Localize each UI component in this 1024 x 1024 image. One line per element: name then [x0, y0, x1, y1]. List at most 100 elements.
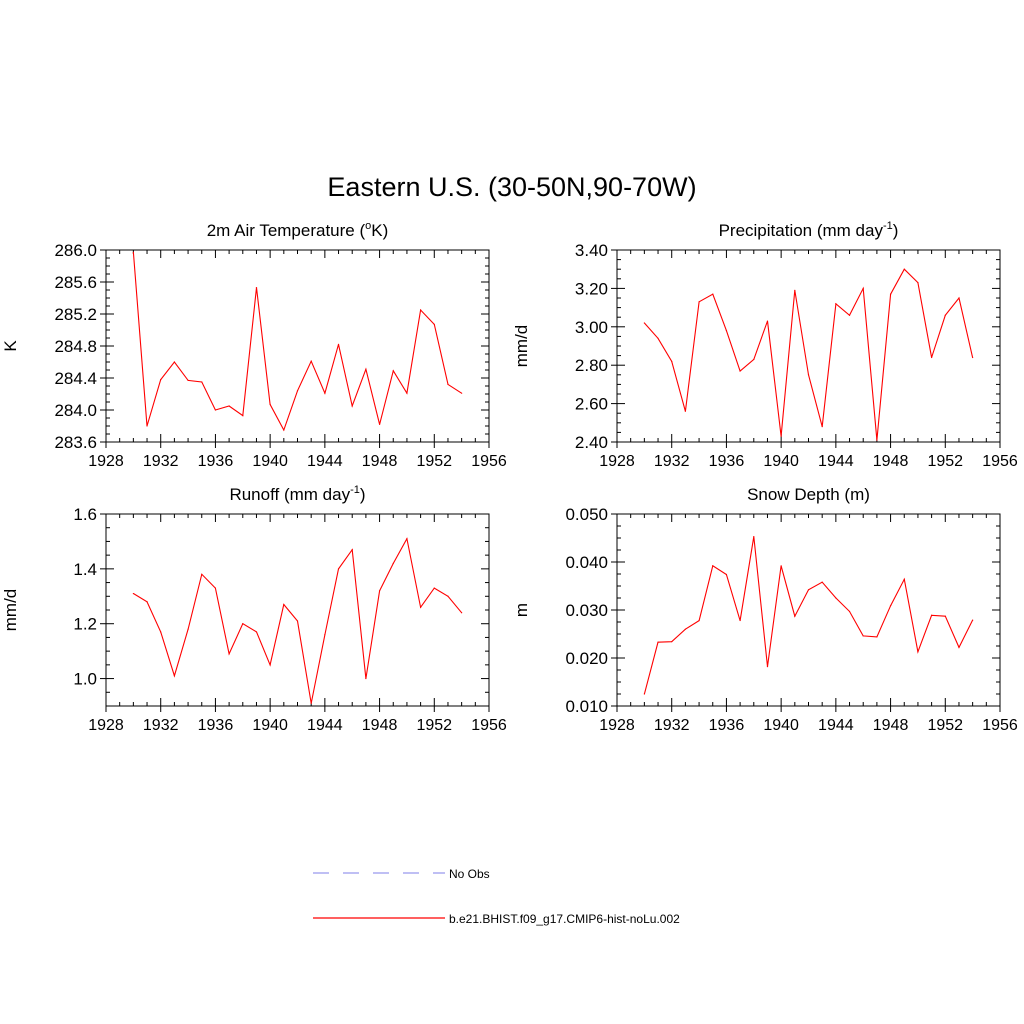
data-point — [132, 592, 134, 595]
data-point — [739, 370, 741, 372]
x-tick-label: 1940 — [252, 717, 288, 734]
y-axis-label: K — [1, 340, 20, 352]
series-line — [643, 268, 974, 441]
y-tick-label: 285.2 — [54, 305, 97, 324]
data-point — [643, 322, 645, 324]
data-point — [146, 425, 148, 427]
data-point — [698, 619, 700, 622]
y-tick-label: 3.00 — [575, 318, 608, 337]
data-point — [337, 568, 340, 570]
x-tick-label: 1928 — [88, 453, 124, 470]
data-point — [917, 282, 919, 284]
data-point — [712, 293, 714, 295]
panel-title-tail: ) — [893, 221, 899, 240]
data-point — [684, 410, 686, 412]
y-tick-label: 3.40 — [575, 241, 608, 260]
y-tick-label: 0.020 — [565, 649, 608, 668]
data-point — [903, 578, 905, 580]
data-point — [269, 664, 271, 666]
data-point — [835, 303, 837, 305]
y-tick-label: 1.0 — [73, 670, 97, 689]
y-tick-label: 284.8 — [54, 337, 97, 356]
data-point — [889, 605, 892, 607]
x-tick-label: 1928 — [599, 717, 635, 734]
data-point — [406, 538, 408, 540]
x-tick-label: 1944 — [818, 453, 854, 470]
data-point — [862, 635, 864, 637]
data-point — [931, 614, 933, 616]
data-point — [283, 429, 285, 431]
data-point — [214, 409, 217, 411]
data-point — [876, 636, 878, 638]
x-tick-label: 1956 — [471, 717, 507, 734]
x-tick-label: 1928 — [88, 717, 124, 734]
legend-label: No Obs — [449, 867, 490, 881]
data-point — [794, 615, 796, 617]
panel-title-superscript: o — [365, 220, 371, 232]
y-tick-label: 284.0 — [54, 401, 97, 420]
y-tick-label: 283.6 — [54, 433, 97, 452]
data-point — [242, 415, 244, 417]
data-point — [780, 435, 782, 437]
panel-title-main: Snow Depth (m) — [747, 485, 870, 504]
data-point — [201, 381, 203, 383]
y-axis-label: mm/d — [1, 589, 20, 632]
plot-frame — [616, 513, 1001, 707]
data-point — [780, 565, 782, 567]
data-point — [739, 619, 741, 622]
data-point — [821, 581, 823, 583]
data-point — [433, 587, 435, 589]
panel-title: Runoff (mm day-1) — [229, 484, 365, 504]
x-tick-label: 1948 — [362, 453, 398, 470]
data-point — [876, 439, 878, 441]
chart-panel-3: 1928 1932 1936 1940 1944 1948 1952 1956 1.0 1.2 1.… — [1, 484, 507, 734]
data-point — [766, 320, 769, 322]
x-tick-label: 1944 — [307, 453, 343, 470]
data-point — [269, 403, 271, 405]
panel-title: 2m Air Temperature (oK) — [207, 220, 389, 240]
y-tick-label: 3.20 — [575, 279, 608, 298]
x-tick-label: 1936 — [198, 717, 234, 734]
data-point — [242, 623, 244, 625]
data-point — [657, 641, 659, 643]
x-tick-label: 1932 — [143, 453, 179, 470]
data-point — [351, 405, 353, 407]
data-point — [972, 619, 974, 621]
panel-title: Precipitation (mm day-1) — [719, 220, 899, 240]
data-point — [807, 374, 810, 376]
data-point — [671, 360, 673, 362]
y-tick-label: 2.80 — [575, 356, 608, 375]
x-tick-label: 1944 — [307, 717, 343, 734]
data-point — [160, 631, 162, 633]
panel-title-superscript: -1 — [350, 484, 360, 496]
y-axis-label: mm/d — [512, 325, 531, 368]
data-point — [461, 612, 463, 614]
data-point — [643, 693, 645, 695]
chart-panel-1: 1928 1932 1936 1940 1944 1948 1952 1956 283.6 284… — [1, 220, 507, 470]
data-point — [146, 601, 148, 603]
plot-frame — [105, 513, 490, 707]
legend-label: b.e21.BHIST.f09_g17.CMIP6-hist-noLu.002 — [449, 912, 680, 926]
data-point — [160, 379, 162, 381]
data-point — [420, 309, 422, 311]
y-tick-label: 1.4 — [73, 560, 97, 579]
x-tick-label: 1940 — [763, 717, 799, 734]
data-point — [392, 370, 394, 372]
y-tick-label: 0.030 — [565, 601, 608, 620]
data-point — [958, 297, 960, 299]
data-point — [447, 383, 449, 385]
data-point — [917, 651, 919, 653]
data-point — [698, 301, 700, 303]
y-axis-label: m — [512, 603, 531, 617]
x-tick-label: 1936 — [709, 453, 745, 470]
data-point — [296, 390, 299, 392]
chart-panels: 1928 1932 1936 1940 1944 1948 1952 1956 283.6 284… — [1, 220, 1018, 734]
x-tick-label: 1956 — [471, 453, 507, 470]
panel-title-tail: ) — [360, 485, 366, 504]
y-tick-label: 2.40 — [575, 433, 608, 452]
data-point — [310, 702, 312, 704]
x-tick-label: 1948 — [873, 717, 909, 734]
data-point — [461, 392, 463, 394]
x-tick-label: 1936 — [198, 453, 234, 470]
